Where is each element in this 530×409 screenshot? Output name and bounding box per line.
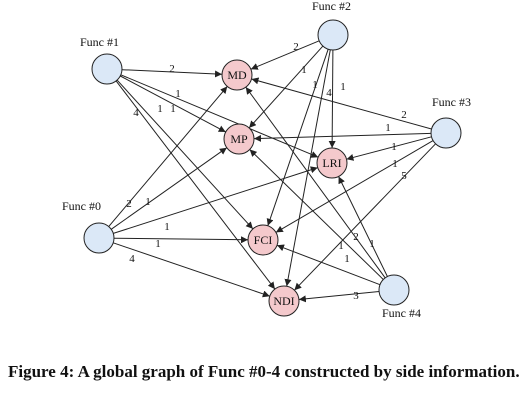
edge-weight-label: 2 [293,41,299,53]
side-node-lri [316,147,348,179]
edge-weight-label: 1 [392,158,398,170]
side-node-fci [247,224,279,256]
edge-f0-lri [113,166,318,234]
edge-weight-label: 1 [391,141,397,153]
edge-f0-md [108,86,228,227]
edge-weight-label: 1 [170,103,176,115]
edge-weight-label: 2 [126,198,132,210]
func-node-f3 [430,117,462,149]
edge-f3-mp [253,132,432,142]
edge-f1-fci [116,79,254,230]
edge-weight-label: 1 [157,103,163,115]
edge-f4-mp [249,149,384,280]
func-node-label: Func #2 [312,0,351,13]
side-node-ndi [268,285,300,317]
edge-f0-ndi [113,242,270,298]
edge-weight-label: 5 [401,170,407,182]
func-node-f2 [317,19,349,51]
edge-f4-lri [338,176,388,277]
edge-weight-label: 4 [133,107,139,119]
func-node-label: Func #4 [382,306,421,320]
side-node-label: LRI [322,156,341,170]
edge-weight-label: 3 [353,290,359,302]
edge-weight-label: 4 [326,87,332,99]
edge-weight-label: 1 [344,253,350,265]
edge-f2-mp [248,45,324,129]
edge-weight-label: 1 [385,122,391,134]
func-node-label: Func #1 [80,35,119,49]
side-node-md [221,59,253,91]
side-node-label: NDI [273,294,294,308]
edge-weight-label: 4 [129,253,135,265]
func-node-f1 [91,53,123,85]
func-node-f4 [378,274,410,306]
edge-weight-label: 1 [369,238,375,250]
edge-weight-label: 1 [312,79,318,91]
func-node-label: Func #3 [432,95,471,109]
edge-f3-lri [346,136,432,161]
edge-f3-ndi [294,143,436,291]
edge-weight-label: 1 [164,221,170,233]
edge-f1-ndi [115,80,276,290]
edge-weight-label: 1 [155,238,161,250]
edge-f4-ndi [298,291,380,303]
edge-weight-label: 1 [338,240,344,252]
edge-weight-label: 2 [169,63,175,75]
edge-f1-mp [120,75,226,133]
figure-caption: Figure 4: A global graph of Func #0-4 co… [8,362,520,381]
edge-weight-label: 1 [175,88,181,100]
side-node-label: MP [230,132,248,146]
edge-weight-label: 2 [353,231,359,243]
edge-f4-md [245,86,386,279]
func-node-f0 [83,222,115,254]
edge-weight-label: 1 [145,196,151,208]
edge-f1-lri [120,74,319,158]
side-node-label: FCI [254,233,273,247]
edge-weight-label: 2 [401,109,407,121]
edge-weight-label: 1 [340,81,346,93]
side-node-label: MD [227,68,247,82]
edge-f3-md [251,77,432,130]
edge-f0-fci [113,236,249,244]
side-node-mp [223,123,255,155]
edge-f2-md [250,40,320,70]
edge-f2-ndi [284,49,331,287]
edge-f0-mp [110,147,228,230]
edge-f1-md [121,69,223,78]
edge-weight-label: 1 [301,64,307,76]
edge-f3-fci [275,140,434,233]
edge-f2-lri [328,49,336,149]
edge-f4-fci [276,244,381,286]
func-node-label: Func #0 [62,199,101,213]
